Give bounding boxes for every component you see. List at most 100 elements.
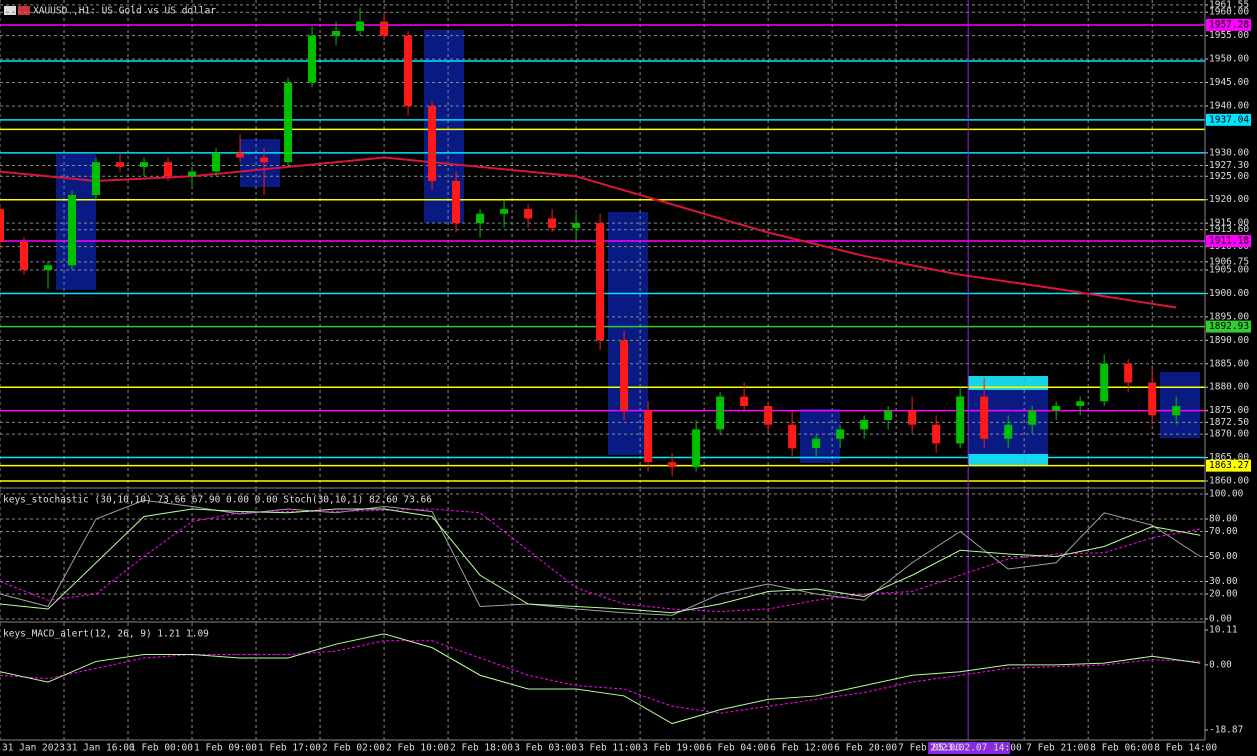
candle-body <box>956 396 965 444</box>
chart-icon <box>18 6 30 15</box>
x-tick-label: 3 Feb 11:00 <box>578 743 641 754</box>
candle-body <box>812 438 821 449</box>
x-tick-label: 3 Feb 19:00 <box>642 743 705 754</box>
box <box>968 454 1048 466</box>
candle-body <box>188 171 197 177</box>
y-tick-label: 1900.00 <box>1209 288 1249 299</box>
candle-body <box>140 162 149 167</box>
candle-body <box>44 265 53 271</box>
level-label-bg <box>1206 459 1251 472</box>
y-tick-label: 1913.60 <box>1209 224 1249 235</box>
y-tick-label: 1865.00 <box>1209 452 1249 463</box>
level-label-bg <box>1206 235 1251 248</box>
x-tick-label: 1 Feb 00:00 <box>130 743 193 754</box>
x-tick-label: 31 Jan 2023 <box>2 743 65 754</box>
x-tick-label: 31 Jan 16:00 <box>66 743 135 754</box>
candle-body <box>716 396 725 430</box>
y-tick-label: 1930.00 <box>1209 147 1249 158</box>
candle-body <box>68 195 77 266</box>
y-tick-label: 20.00 <box>1209 589 1238 600</box>
x-tick-label: 2 Feb 10:00 <box>386 743 449 754</box>
candle-body <box>20 241 29 271</box>
box <box>1160 372 1200 438</box>
x-tick-label: 7 Feb 05:00 <box>898 743 961 754</box>
indicator-line <box>0 499 1201 616</box>
candle-body <box>548 218 557 228</box>
candle-body <box>332 30 341 36</box>
candle-body <box>788 424 797 449</box>
candle-body <box>668 462 677 467</box>
y-tick-label: 1875.00 <box>1209 405 1249 416</box>
candle-body <box>1004 424 1013 439</box>
x-tick-label: 6 Feb 20:00 <box>834 743 897 754</box>
crosshair-label: 2023.02.07 14:00 <box>930 743 1022 754</box>
y-tick-label: 1860.00 <box>1209 475 1249 486</box>
indicator-line <box>0 508 1201 614</box>
candle-body <box>1100 363 1109 402</box>
y-tick-label: 1920.00 <box>1209 194 1249 205</box>
candle-body <box>1028 410 1037 425</box>
y-tick-label: 1925.00 <box>1209 171 1249 182</box>
x-tick-label: 2 Feb 02:00 <box>322 743 385 754</box>
y-tick-label: 70.00 <box>1209 526 1238 537</box>
x-tick-label: 6 Feb 12:00 <box>770 743 833 754</box>
x-tick-label: 1 Feb 17:00 <box>258 743 321 754</box>
candle-body <box>884 410 893 421</box>
y-tick-label: 0.00 <box>1209 614 1232 625</box>
y-tick-label: 80.00 <box>1209 514 1238 525</box>
pane-title: XAUUSD.,H1: US Gold vs US dollar <box>33 6 216 17</box>
candle-body <box>260 157 269 163</box>
x-tick-label: 8 Feb 14:00 <box>1154 743 1217 754</box>
y-tick-label: 1905.00 <box>1209 265 1249 276</box>
crosshair-label-bg <box>928 742 1011 754</box>
x-tick-label: 1 Feb 09:00 <box>194 743 257 754</box>
candle-body <box>836 429 845 439</box>
pane-title: keys_MACD_alert(12, 26, 9) 1.21 1.09 <box>3 629 209 640</box>
chart-icon <box>4 6 16 15</box>
candle-body <box>596 223 605 341</box>
candle-body <box>932 424 941 444</box>
box <box>800 409 840 463</box>
indicator-line <box>0 640 1201 714</box>
level-label: 1863.27 <box>1209 460 1249 471</box>
candle-body <box>0 209 4 242</box>
candle-body <box>476 213 485 224</box>
y-tick-label: 1940.00 <box>1209 100 1249 111</box>
y-tick-label: 1885.00 <box>1209 358 1249 369</box>
y-tick-label: 1960.00 <box>1209 7 1249 18</box>
candle-body <box>500 209 509 214</box>
level-label: 1892.93 <box>1209 321 1249 332</box>
candle-body <box>644 410 653 463</box>
candle-body <box>692 429 701 467</box>
candle-body <box>284 82 293 163</box>
candle-body <box>212 152 221 172</box>
y-tick-label: 100.00 <box>1209 489 1244 500</box>
y-tick-label: 30.00 <box>1209 576 1238 587</box>
candle-body <box>308 35 317 83</box>
level-label-bg <box>1206 320 1251 333</box>
candle-body <box>236 152 245 158</box>
y-tick-label: 0.00 <box>1209 659 1232 670</box>
x-tick-label: 6 Feb 04:00 <box>706 743 769 754</box>
box <box>608 212 648 455</box>
y-tick-label: 1870.00 <box>1209 429 1249 440</box>
y-tick-label: 1895.00 <box>1209 311 1249 322</box>
candle-body <box>404 35 413 106</box>
x-tick-label: 2 Feb 18:00 <box>450 743 513 754</box>
y-tick-label: 1927.30 <box>1209 160 1249 171</box>
candle-body <box>452 180 461 224</box>
y-tick-label: 1955.00 <box>1209 30 1249 41</box>
x-tick-label: 3 Feb 03:00 <box>514 743 577 754</box>
candle-body <box>572 223 581 228</box>
candle-body <box>980 396 989 439</box>
x-tick-label: 8 Feb 06:00 <box>1090 743 1153 754</box>
drawn-boxes <box>56 30 1200 463</box>
indicator-line <box>0 633 1201 725</box>
candle-body <box>380 21 389 36</box>
level-label: 1911.18 <box>1209 236 1249 247</box>
candle-body <box>116 162 125 167</box>
pane-title: keys_stochastic (30,10,10) 73.66 67.90 0… <box>3 495 432 506</box>
y-tick-label: 1890.00 <box>1209 335 1249 346</box>
candle-body <box>164 162 173 177</box>
